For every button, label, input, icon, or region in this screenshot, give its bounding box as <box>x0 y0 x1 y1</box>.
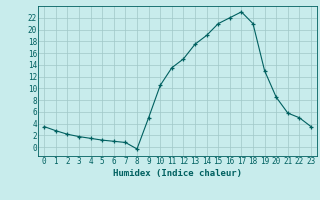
X-axis label: Humidex (Indice chaleur): Humidex (Indice chaleur) <box>113 169 242 178</box>
